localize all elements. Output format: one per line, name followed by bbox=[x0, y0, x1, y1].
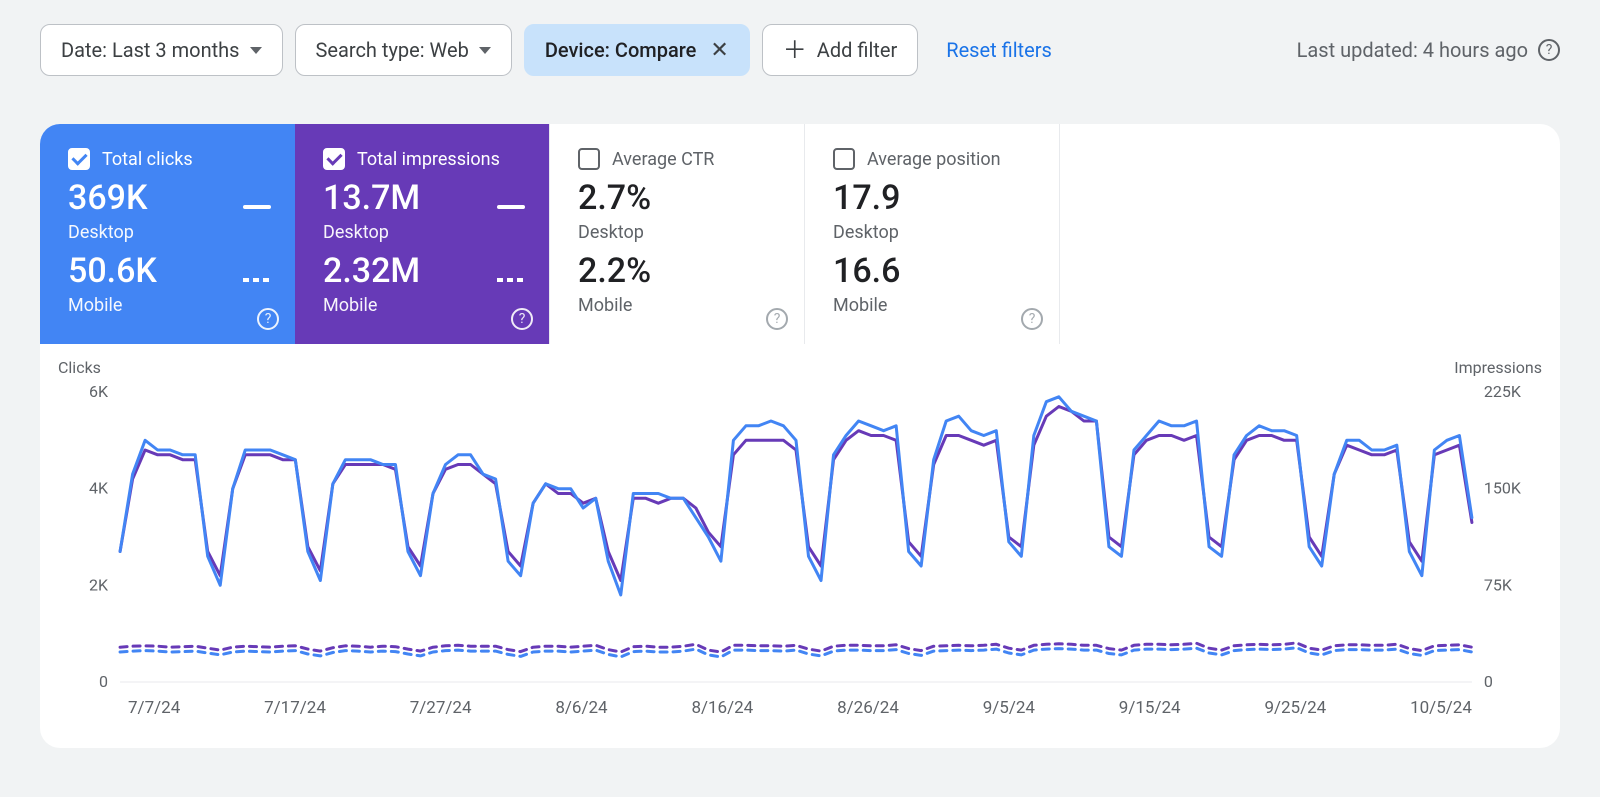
tile-title: Average position bbox=[867, 149, 1001, 170]
close-icon[interactable]: ✕ bbox=[710, 38, 728, 63]
tile-sublabel-secondary: Mobile bbox=[833, 295, 1035, 316]
x-axis-ticks: 7/7/24 7/17/24 7/27/24 8/6/24 8/16/24 8/26/24… bbox=[64, 688, 1536, 718]
help-icon[interactable]: ? bbox=[766, 308, 788, 330]
tile-value-primary: 13.7M bbox=[323, 178, 420, 218]
tile-sublabel-primary: Desktop bbox=[578, 222, 780, 243]
solid-line-icon bbox=[243, 205, 271, 209]
chart-area: Clicks Impressions 6K 225K 4K 150K 2K 75K 0 0 7… bbox=[40, 344, 1560, 748]
tile-average-position[interactable]: Average position 17.9 Desktop 16.6 Mobil… bbox=[805, 124, 1060, 344]
tile-total-impressions[interactable]: Total impressions 13.7M Desktop 2.32M Mo… bbox=[295, 124, 550, 344]
date-filter-chip[interactable]: Date: Last 3 months bbox=[40, 24, 283, 76]
tile-value-primary: 369K bbox=[68, 178, 147, 218]
tile-total-clicks[interactable]: Total clicks 369K Desktop 50.6K Mobile ? bbox=[40, 124, 295, 344]
searchtype-filter-chip[interactable]: Search type: Web bbox=[295, 24, 512, 76]
x-tick-label: 9/5/24 bbox=[983, 698, 1035, 718]
tile-title: Average CTR bbox=[612, 149, 714, 170]
x-tick-label: 8/6/24 bbox=[555, 698, 607, 718]
chevron-down-icon bbox=[479, 47, 491, 54]
help-icon[interactable]: ? bbox=[1538, 39, 1560, 61]
x-tick-label: 10/5/24 bbox=[1410, 698, 1472, 718]
help-icon[interactable]: ? bbox=[1021, 308, 1043, 330]
dash-line-icon bbox=[497, 278, 525, 282]
tile-sublabel-primary: Desktop bbox=[833, 222, 1035, 243]
checkbox-icon[interactable] bbox=[68, 148, 90, 170]
help-icon[interactable]: ? bbox=[511, 308, 533, 330]
svg-text:0: 0 bbox=[1484, 672, 1493, 688]
x-tick-label: 9/25/24 bbox=[1264, 698, 1326, 718]
device-filter-label: Device: Compare bbox=[545, 38, 697, 62]
dash-line-icon bbox=[243, 278, 271, 282]
tile-value-secondary: 16.6 bbox=[833, 251, 1035, 291]
svg-text:150K: 150K bbox=[1484, 479, 1522, 498]
add-filter-chip[interactable]: ＋ Add filter bbox=[762, 24, 918, 76]
tile-sublabel-primary: Desktop bbox=[323, 222, 525, 243]
tile-sublabel-secondary: Mobile bbox=[323, 295, 525, 316]
x-tick-label: 9/15/24 bbox=[1119, 698, 1181, 718]
tile-title: Total impressions bbox=[357, 149, 500, 170]
checkbox-icon[interactable] bbox=[323, 148, 345, 170]
svg-text:4K: 4K bbox=[89, 479, 109, 498]
checkbox-icon[interactable] bbox=[578, 148, 600, 170]
checkbox-icon[interactable] bbox=[833, 148, 855, 170]
y-axis-right-label: Impressions bbox=[1454, 358, 1542, 377]
x-tick-label: 7/7/24 bbox=[128, 698, 180, 718]
tile-value-secondary: 50.6K bbox=[68, 251, 157, 291]
timeseries-chart: 6K 225K 4K 150K 2K 75K 0 0 bbox=[64, 368, 1536, 688]
x-tick-label: 8/16/24 bbox=[691, 698, 753, 718]
tile-sublabel-secondary: Mobile bbox=[578, 295, 780, 316]
help-icon[interactable]: ? bbox=[257, 308, 279, 330]
metric-tiles-row: Total clicks 369K Desktop 50.6K Mobile ?… bbox=[40, 124, 1560, 344]
svg-text:0: 0 bbox=[99, 672, 108, 688]
tile-sublabel-primary: Desktop bbox=[68, 222, 271, 243]
tile-sublabel-secondary: Mobile bbox=[68, 295, 271, 316]
last-updated-text: Last updated: 4 hours ago ? bbox=[1297, 38, 1560, 62]
x-tick-label: 7/27/24 bbox=[410, 698, 472, 718]
tile-average-ctr[interactable]: Average CTR 2.7% Desktop 2.2% Mobile ? bbox=[550, 124, 805, 344]
searchtype-filter-label: Search type: Web bbox=[316, 38, 469, 62]
tile-value-secondary: 2.2% bbox=[578, 251, 780, 291]
tile-value-primary: 17.9 bbox=[833, 178, 1035, 218]
chevron-down-icon bbox=[250, 47, 262, 54]
svg-text:225K: 225K bbox=[1484, 382, 1522, 401]
x-tick-label: 7/17/24 bbox=[264, 698, 326, 718]
device-filter-chip[interactable]: Device: Compare ✕ bbox=[524, 24, 750, 76]
svg-text:2K: 2K bbox=[89, 575, 109, 594]
date-filter-label: Date: Last 3 months bbox=[61, 38, 240, 62]
tile-value-secondary: 2.32M bbox=[323, 251, 420, 291]
tile-value-primary: 2.7% bbox=[578, 178, 780, 218]
solid-line-icon bbox=[497, 205, 525, 209]
svg-text:75K: 75K bbox=[1484, 575, 1513, 594]
plus-icon: ＋ bbox=[783, 38, 807, 62]
x-tick-label: 8/26/24 bbox=[837, 698, 899, 718]
tile-title: Total clicks bbox=[102, 149, 193, 170]
performance-card: Total clicks 369K Desktop 50.6K Mobile ?… bbox=[40, 124, 1560, 748]
last-updated-label: Last updated: 4 hours ago bbox=[1297, 38, 1528, 62]
add-filter-label: Add filter bbox=[817, 38, 897, 62]
y-axis-left-label: Clicks bbox=[58, 358, 101, 377]
svg-text:6K: 6K bbox=[89, 382, 109, 401]
reset-filters-link[interactable]: Reset filters bbox=[946, 38, 1052, 62]
filter-bar: Date: Last 3 months Search type: Web Dev… bbox=[40, 24, 1560, 76]
